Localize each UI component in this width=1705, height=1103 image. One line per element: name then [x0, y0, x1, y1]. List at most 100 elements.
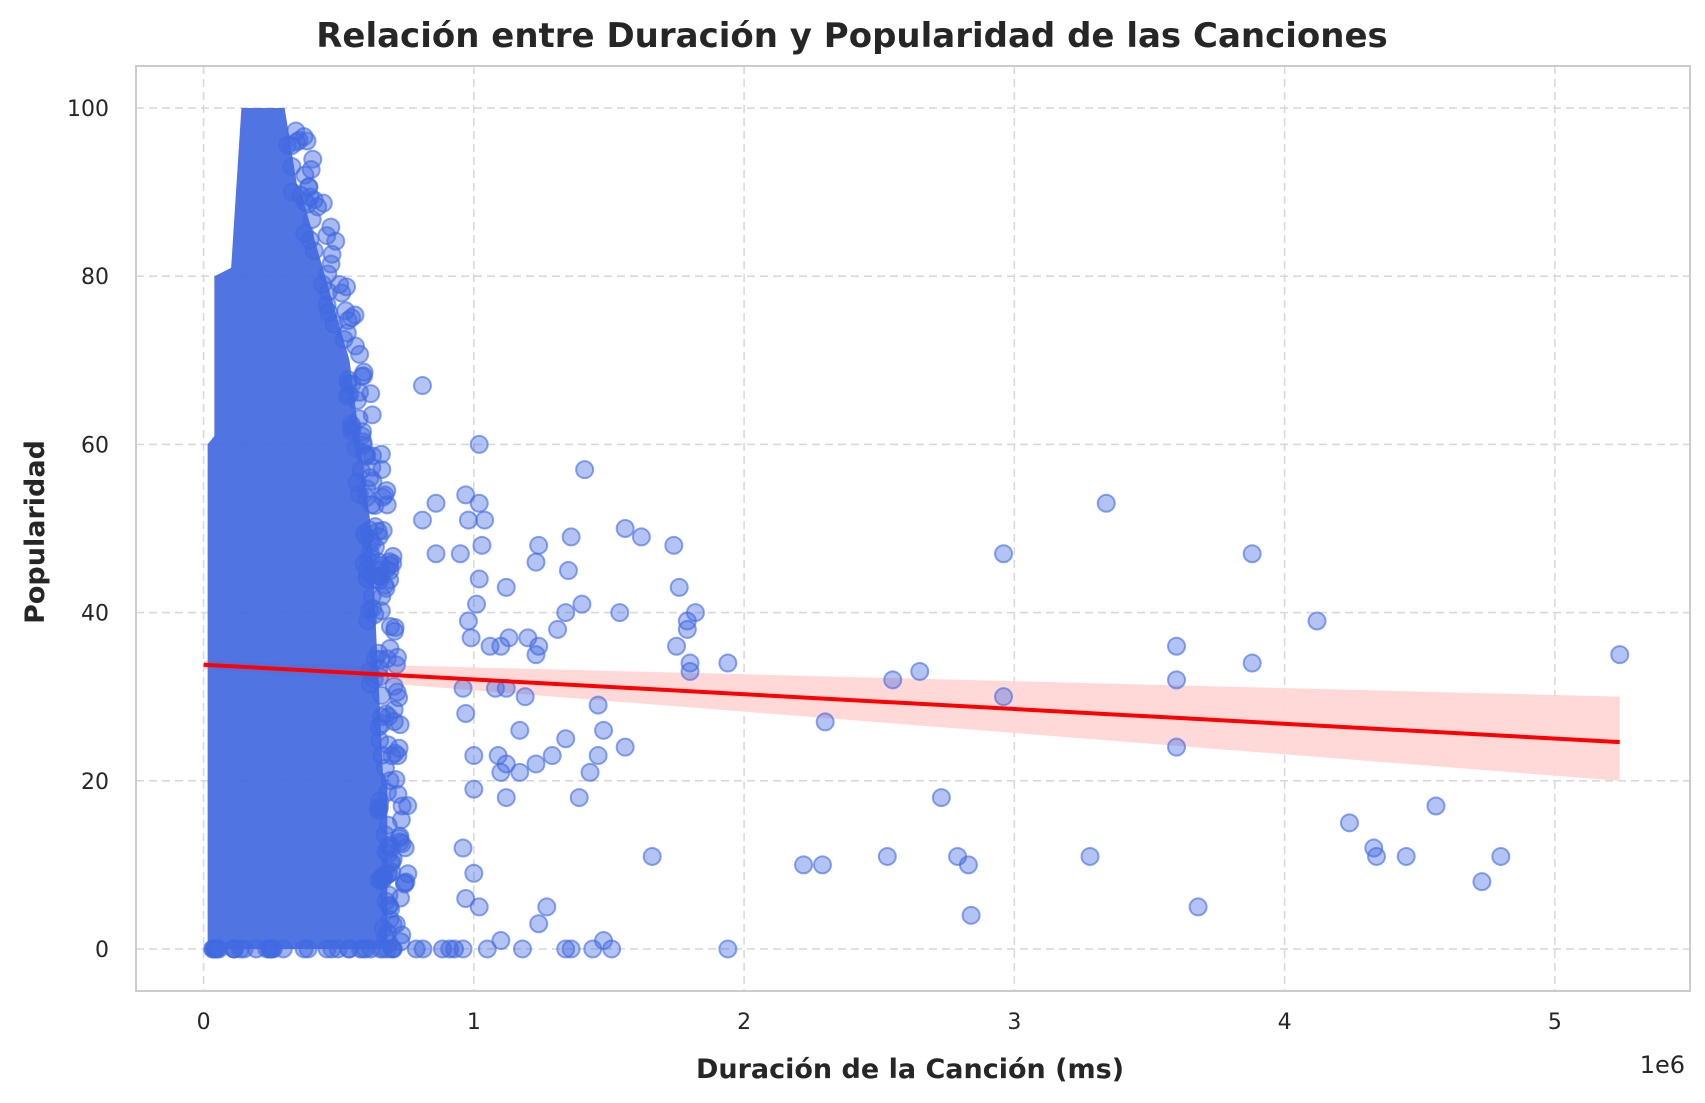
cluster-edge-point — [354, 366, 374, 386]
cluster-edge-point — [382, 746, 402, 766]
data-point — [961, 905, 981, 925]
data-point — [958, 855, 978, 875]
data-point — [615, 737, 635, 757]
data-point — [615, 519, 635, 538]
cluster-edge-point — [282, 156, 302, 176]
cluster-edge-point — [319, 302, 339, 322]
data-point — [718, 653, 738, 673]
x-tick-label: 0 — [197, 1010, 211, 1035]
data-point — [464, 746, 484, 766]
data-point — [575, 460, 595, 480]
tick-labels: 0 1 2 3 4 5 0 20 40 60 80 100 — [67, 97, 1562, 1035]
cluster-edge-point — [340, 385, 360, 405]
data-point — [812, 855, 832, 875]
cluster-edge-point — [377, 649, 397, 669]
data-point — [510, 720, 530, 740]
data-point — [412, 376, 432, 396]
data-point — [588, 695, 608, 715]
cluster-edge-point — [378, 735, 398, 755]
regression-line — [203, 662, 1620, 745]
data-point — [496, 788, 516, 808]
data-point — [1339, 813, 1359, 833]
dense-cluster-layer — [203, 108, 465, 959]
x-axis-label: Duración de la Canción (ms) — [696, 1054, 1124, 1085]
confidence-band — [203, 660, 1620, 781]
y-axis-label: Popularidad — [20, 440, 51, 624]
data-point — [556, 939, 576, 959]
cluster-edge-point — [380, 616, 400, 636]
zero-popularity-point — [413, 939, 433, 959]
y-tick-label: 80 — [81, 265, 109, 290]
data-point — [1167, 737, 1187, 757]
x-tick-label: 3 — [1007, 1010, 1021, 1035]
data-point — [537, 897, 557, 917]
data-point — [1610, 645, 1630, 665]
data-point — [1242, 653, 1262, 673]
data-point — [1396, 846, 1416, 866]
data-point — [515, 687, 535, 707]
data-point — [526, 645, 546, 665]
cluster-edge-point — [382, 862, 402, 882]
cluster-edge-point — [358, 611, 378, 631]
data-point — [883, 670, 903, 690]
data-point — [529, 535, 549, 555]
data-point — [548, 619, 568, 639]
data-point — [680, 661, 700, 681]
data-point — [458, 510, 478, 530]
data-point — [583, 939, 603, 959]
data-point — [664, 535, 684, 555]
data-point — [1167, 670, 1187, 690]
data-point — [453, 838, 473, 858]
cluster-edge-point — [386, 770, 406, 790]
cluster-edge-point — [338, 370, 358, 390]
cluster-edge-point — [382, 852, 402, 872]
data-point — [496, 577, 516, 597]
data-point — [426, 493, 446, 513]
data-point — [594, 720, 614, 740]
data-point — [469, 434, 489, 454]
cluster-edge-point — [368, 521, 388, 541]
data-point — [677, 619, 697, 639]
data-point — [477, 939, 497, 959]
y-tick-label: 100 — [67, 97, 109, 122]
data-point — [512, 939, 532, 959]
data-point — [475, 510, 495, 530]
confidence-band-layer — [203, 660, 1620, 781]
data-point — [815, 712, 835, 732]
data-point — [910, 661, 930, 681]
cluster-edge-point — [346, 438, 366, 458]
y-tick-label: 0 — [95, 938, 109, 963]
data-point — [526, 754, 546, 774]
data-point — [426, 544, 446, 564]
data-point — [461, 628, 481, 648]
data-point — [642, 846, 662, 866]
data-point — [480, 636, 500, 656]
cluster-edge-point — [379, 707, 399, 727]
data-point — [510, 762, 530, 782]
cluster-edge-point — [334, 329, 354, 349]
data-point — [1188, 897, 1208, 917]
data-point — [1242, 544, 1262, 564]
data-point — [542, 746, 562, 766]
data-point — [453, 678, 473, 698]
cluster-edge-point — [362, 457, 382, 477]
cluster-edge-point — [299, 177, 319, 197]
cluster-edge-point — [362, 586, 382, 606]
data-point — [529, 914, 549, 934]
data-point — [1491, 846, 1511, 866]
cluster-edge-point — [351, 460, 371, 480]
data-point — [569, 788, 589, 808]
zero-popularity-point — [209, 939, 229, 959]
data-point — [456, 889, 476, 908]
data-point — [580, 762, 600, 782]
data-point — [556, 603, 576, 623]
x-tick-label: 1 — [467, 1010, 481, 1035]
chart-title: Relación entre Duración y Popularidad de… — [316, 16, 1388, 56]
data-point — [456, 704, 476, 723]
cluster-edge-point — [378, 815, 398, 835]
data-point — [877, 846, 897, 866]
data-point — [1426, 796, 1446, 816]
data-point — [994, 544, 1014, 564]
data-point — [472, 535, 492, 555]
